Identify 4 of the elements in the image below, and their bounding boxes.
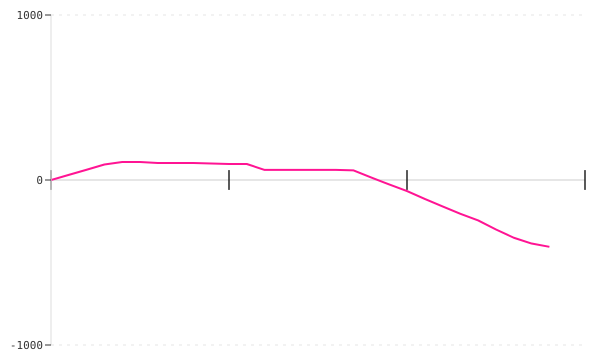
y-tick-label: -1000 <box>10 338 43 352</box>
y-tick-label: 1000 <box>16 8 43 22</box>
y-tick-label: 0 <box>36 174 43 187</box>
line-series <box>51 161 550 248</box>
